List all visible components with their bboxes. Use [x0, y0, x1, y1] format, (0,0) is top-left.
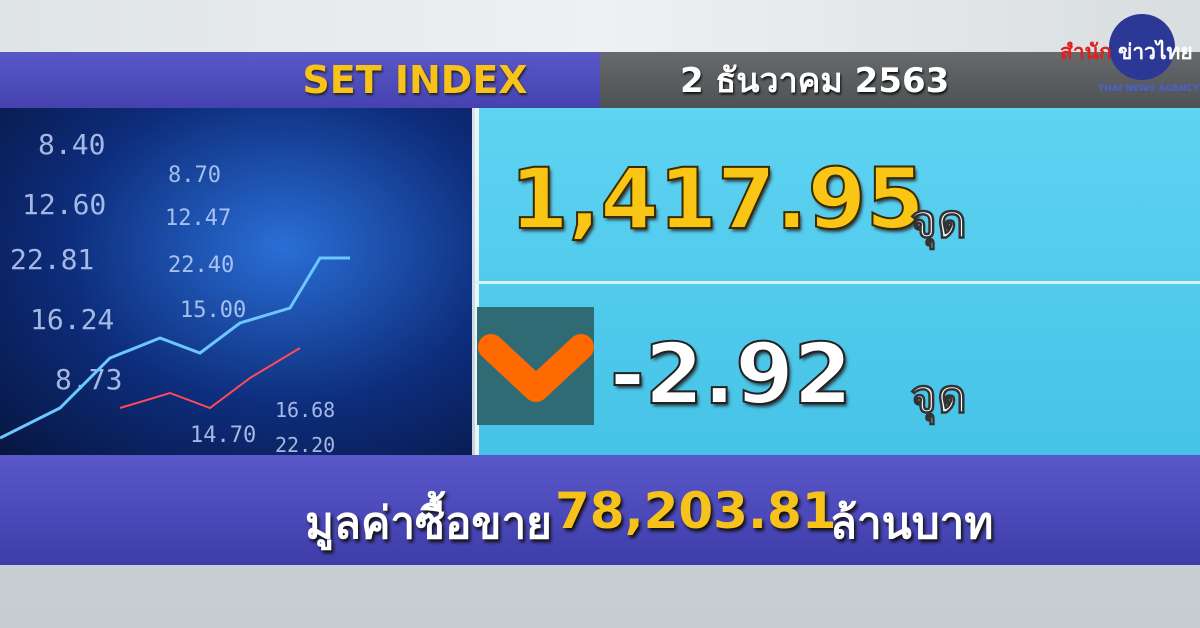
- thai-news-agency-logo: สำนัก ข่าวไทย THAI NEWS AGENCY: [1060, 14, 1200, 96]
- logo-text-white: ข่าวไทย: [1118, 40, 1193, 64]
- photo-number: 16.68: [275, 398, 336, 422]
- turnover-bar: [0, 455, 1200, 565]
- photo-number: 15.00: [180, 298, 247, 323]
- photo-number: 8.40: [38, 128, 106, 161]
- index-unit: จุด: [910, 194, 968, 249]
- change-value: -2.92: [609, 324, 853, 424]
- title-bar: SET INDEX: [0, 52, 600, 108]
- photo-number: 12.47: [165, 206, 232, 231]
- chevron-down-icon: [478, 334, 594, 402]
- photo-number: 22.40: [168, 253, 235, 278]
- turnover-value: 78,203.81: [555, 482, 837, 540]
- photo-number: 8.70: [168, 163, 221, 188]
- logo-circle: [1109, 14, 1175, 80]
- photo-number: 14.70: [190, 423, 257, 448]
- logo-text-en: THAI NEWS AGENCY: [1098, 84, 1200, 94]
- chart-lines-decoration: [0, 256, 350, 440]
- date-bar: 2 ธันวาคม 2563: [600, 52, 1200, 108]
- top-background: [0, 0, 1200, 52]
- title: SET INDEX: [302, 58, 528, 102]
- change-direction-box: [477, 307, 594, 425]
- date: 2 ธันวาคม 2563: [680, 61, 950, 101]
- panel-divider: [475, 281, 1200, 284]
- index-value: 1,417.95: [509, 149, 926, 249]
- logo-text-red: สำนัก: [1060, 40, 1112, 64]
- stock-market-image: 8.40 12.60 22.81 16.24 8.73 8.70 12.47 2…: [0, 108, 472, 455]
- photo-number: 22.81: [10, 243, 95, 276]
- photo-number: 16.24: [30, 303, 115, 336]
- turnover-unit: ล้านบาท: [830, 498, 994, 549]
- photo-number: 22.20: [275, 433, 336, 455]
- turnover-label: มูลค่าซื้อขาย: [305, 498, 552, 549]
- photo-number: 12.60: [22, 188, 107, 221]
- change-unit: จุด: [910, 369, 968, 424]
